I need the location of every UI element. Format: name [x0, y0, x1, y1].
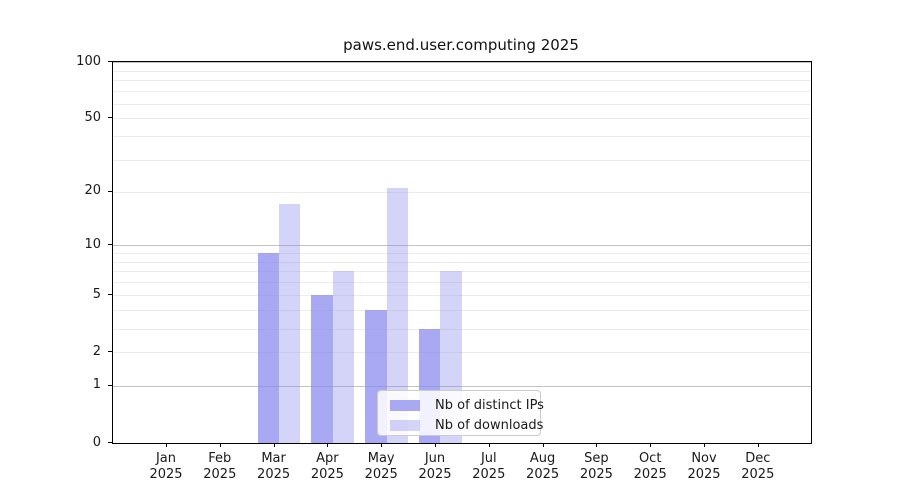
x-tick-dec [757, 443, 759, 447]
legend-label-distinct-ips: Nb of distinct IPs [435, 398, 544, 413]
x-label-year: 2025 [149, 467, 183, 482]
x-label-month: Aug [529, 451, 556, 466]
gridline-major-1 [113, 385, 811, 387]
x-label-month: Dec [745, 451, 771, 466]
x-tick-label-jul: Jul 2025 [457, 451, 521, 483]
x-label-month: Mar [261, 451, 286, 466]
y-tick-label-2: 2 [92, 343, 101, 359]
x-label-month: May [367, 451, 395, 466]
x-tick-label-jun: Jun 2025 [403, 451, 467, 483]
plot-area [112, 61, 812, 444]
gridline-minor-20 [113, 191, 811, 193]
x-tick-label-aug: Aug 2025 [511, 451, 575, 483]
gridline-minor-6 [113, 282, 811, 284]
x-label-year: 2025 [633, 467, 667, 482]
x-tick-aug [542, 443, 544, 447]
x-tick-label-apr: Apr 2025 [295, 451, 359, 483]
y-tick-100 [108, 61, 112, 62]
x-label-year: 2025 [203, 467, 237, 482]
x-label-month: Jun [424, 451, 446, 466]
x-label-year: 2025 [687, 467, 721, 482]
bar-distinct-ips-feb [311, 295, 333, 443]
gridline-minor-90 [113, 70, 811, 72]
x-tick-apr [327, 443, 329, 447]
x-tick-may [381, 443, 383, 447]
x-tick-label-oct: Oct 2025 [618, 451, 682, 483]
y-tick-5 [108, 294, 112, 296]
y-tick-0 [108, 442, 112, 443]
y-tick-10 [108, 244, 112, 245]
x-label-year: 2025 [364, 467, 398, 482]
x-label-month: Feb [208, 451, 232, 466]
y-tick-label-100: 100 [76, 53, 101, 69]
x-tick-label-nov: Nov 2025 [672, 451, 736, 483]
gridline-minor-7 [113, 271, 811, 273]
x-label-year: 2025 [257, 467, 291, 482]
gridline-minor-40 [113, 136, 811, 138]
x-label-year: 2025 [418, 467, 452, 482]
x-tick-label-may: May 2025 [349, 451, 413, 483]
x-label-month: Jan [155, 451, 177, 466]
x-label-year: 2025 [526, 467, 560, 482]
gridline-minor-5 [113, 295, 811, 297]
legend-item-distinct-ips: Nb of distinct IPs [390, 397, 544, 414]
gridline-major-100 [113, 62, 811, 63]
gridline-minor-4 [113, 310, 811, 312]
y-tick-1 [108, 384, 112, 386]
x-label-month: Sep [584, 451, 609, 466]
gridline-minor-8 [113, 261, 811, 263]
chart-title: paws.end.user.computing 2025 [343, 36, 579, 54]
x-label-year: 2025 [741, 467, 775, 482]
gridline-major-10 [113, 245, 811, 246]
gridline-minor-3 [113, 328, 811, 330]
x-tick-label-mar: Mar 2025 [242, 451, 306, 483]
legend-swatch-distinct-ips [390, 400, 420, 411]
x-tick-mar [273, 443, 275, 447]
x-tick-oct [650, 443, 652, 447]
x-tick-label-feb: Feb 2025 [188, 451, 252, 483]
y-tick-label-50: 50 [84, 109, 101, 125]
x-tick-nov [704, 443, 705, 447]
x-tick-label-sep: Sep 2025 [564, 451, 628, 483]
gridline-minor-30 [113, 159, 811, 161]
legend-item-downloads: Nb of downloads [390, 417, 544, 434]
bar-distinct-ips-jan [257, 252, 279, 443]
x-tick-label-dec: Dec 2025 [726, 451, 790, 483]
bar-downloads-mar [386, 187, 408, 443]
x-label-month: Oct [638, 451, 662, 466]
y-tick-label-20: 20 [84, 183, 101, 199]
y-tick-2 [108, 351, 112, 353]
gridline-minor-2 [113, 352, 811, 354]
x-tick-jun [435, 443, 436, 447]
x-label-year: 2025 [472, 467, 506, 482]
x-label-month: Jul [480, 451, 497, 466]
x-tick-jan [166, 443, 167, 447]
y-tick-label-1: 1 [92, 377, 101, 393]
gridline-minor-70 [113, 91, 811, 93]
y-tick-label-5: 5 [92, 286, 101, 302]
x-tick-sep [596, 443, 598, 447]
x-label-month: Apr [316, 451, 339, 466]
x-tick-jul [488, 443, 490, 447]
gridline-minor-60 [113, 103, 811, 105]
bar-downloads-jan [279, 204, 301, 443]
x-tick-feb [219, 443, 221, 447]
x-tick-label-jan: Jan 2025 [134, 451, 198, 483]
x-label-month: Nov [691, 451, 717, 466]
gridline-minor-50 [113, 118, 811, 120]
legend: Nb of distinct IPs Nb of downloads [377, 390, 544, 436]
bar-downloads-feb [332, 271, 355, 443]
x-label-year: 2025 [310, 467, 344, 482]
y-tick-50 [108, 117, 112, 119]
legend-label-downloads: Nb of downloads [435, 418, 544, 433]
gridline-minor-9 [113, 252, 811, 254]
gridline-minor-80 [113, 80, 811, 82]
x-label-year: 2025 [579, 467, 613, 482]
y-tick-label-10: 10 [84, 236, 101, 252]
legend-swatch-downloads [390, 420, 420, 431]
y-tick-20 [108, 190, 112, 192]
y-tick-label-0: 0 [92, 434, 101, 450]
